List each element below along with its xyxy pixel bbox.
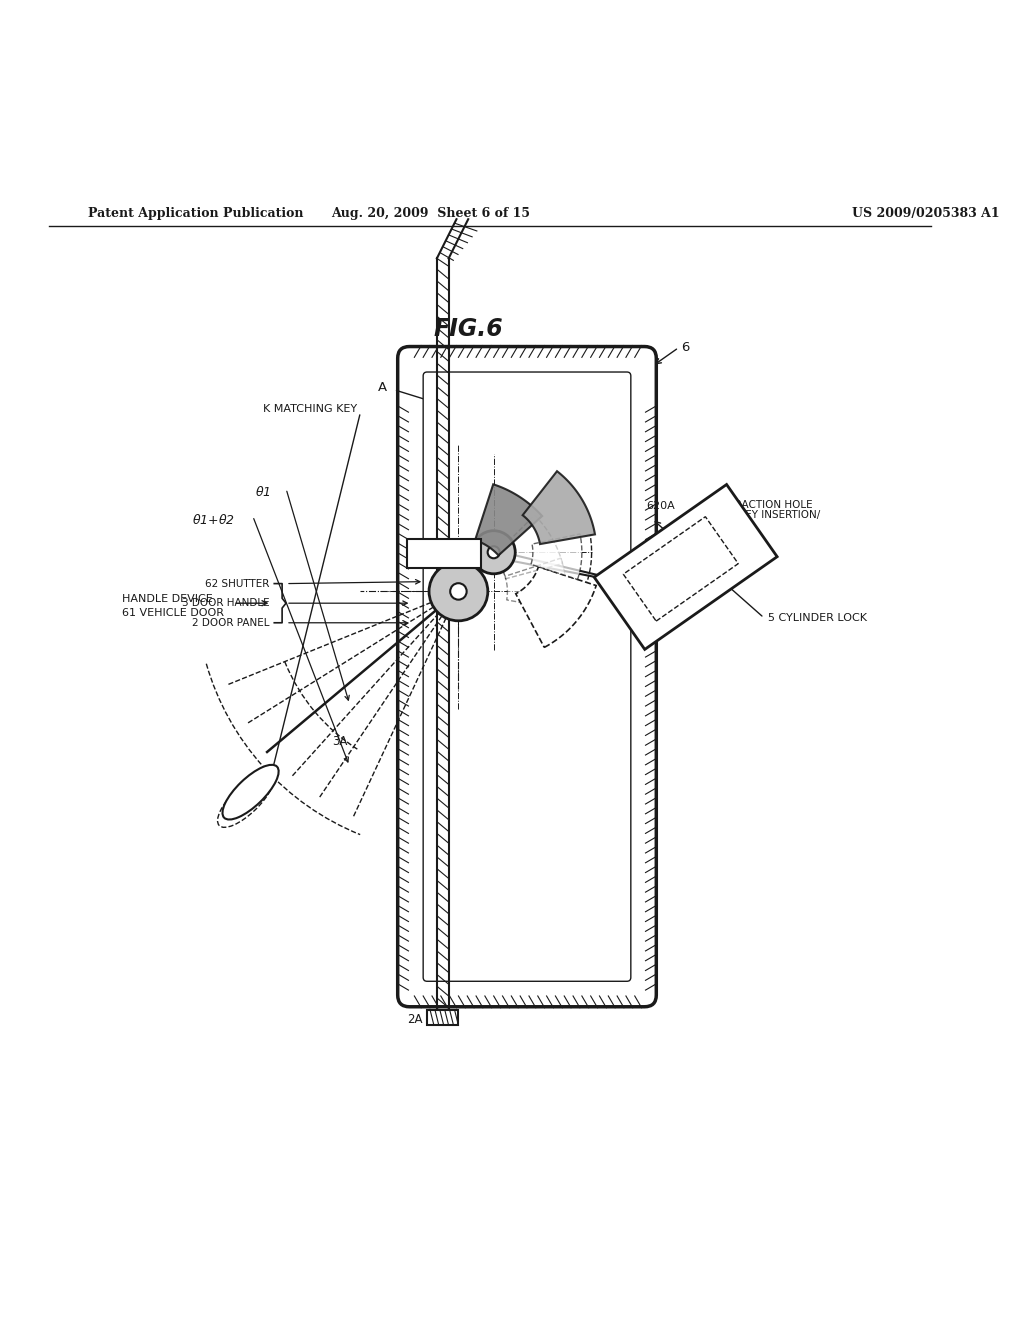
- Text: HANDLE DEVICE: HANDLE DEVICE: [123, 594, 213, 605]
- Bar: [427, 1010, 459, 1026]
- Polygon shape: [505, 558, 566, 610]
- Text: 62A: 62A: [564, 634, 588, 647]
- Polygon shape: [522, 471, 595, 544]
- Circle shape: [429, 562, 487, 620]
- Text: Aug. 20, 2009  Sheet 6 of 15: Aug. 20, 2009 Sheet 6 of 15: [332, 207, 530, 220]
- Text: $\theta$1: $\theta$1: [255, 484, 270, 499]
- Circle shape: [451, 583, 467, 599]
- Text: 3B: 3B: [510, 473, 525, 486]
- Text: FIG.6: FIG.6: [433, 317, 503, 341]
- Text: 3A: 3A: [332, 735, 347, 748]
- Polygon shape: [494, 515, 562, 578]
- Polygon shape: [531, 533, 582, 579]
- Text: 620B: 620B: [411, 548, 442, 558]
- Ellipse shape: [222, 764, 279, 820]
- Text: 30: 30: [443, 540, 458, 552]
- Circle shape: [487, 546, 500, 558]
- Text: A: A: [378, 381, 387, 395]
- Text: EXTRACTION HOLE: EXTRACTION HOLE: [715, 500, 813, 511]
- Text: 5 CYLINDER LOCK: 5 CYLINDER LOCK: [768, 612, 867, 623]
- FancyBboxPatch shape: [423, 372, 631, 981]
- Text: US 2009/0205383 A1: US 2009/0205383 A1: [852, 207, 999, 220]
- Text: 6: 6: [681, 341, 689, 354]
- Text: 61 VEHICLE DOOR: 61 VEHICLE DOOR: [123, 609, 224, 618]
- Text: 2A: 2A: [407, 1012, 422, 1026]
- Polygon shape: [516, 566, 596, 647]
- Text: K MATCHING KEY: K MATCHING KEY: [263, 404, 357, 414]
- Text: $\theta$1+$\theta$2: $\theta$1+$\theta$2: [193, 513, 234, 527]
- Polygon shape: [594, 484, 777, 649]
- Polygon shape: [475, 484, 542, 556]
- Text: 620: 620: [525, 545, 548, 558]
- Text: Patent Application Publication: Patent Application Publication: [88, 207, 304, 220]
- Text: 62 SHUTTER: 62 SHUTTER: [205, 578, 269, 589]
- Bar: [408, 539, 481, 568]
- Text: 5A: 5A: [738, 549, 754, 562]
- Ellipse shape: [217, 772, 273, 828]
- Text: 50B KEY INSERTION/: 50B KEY INSERTION/: [715, 510, 820, 520]
- Text: 3 DOOR HANDLE: 3 DOOR HANDLE: [181, 598, 269, 609]
- Text: 62B: 62B: [565, 461, 588, 474]
- Text: 620A: 620A: [646, 502, 675, 511]
- Text: 2 DOOR PANEL: 2 DOOR PANEL: [191, 618, 269, 628]
- Text: $\theta$2: $\theta$2: [522, 491, 540, 504]
- Circle shape: [472, 531, 515, 574]
